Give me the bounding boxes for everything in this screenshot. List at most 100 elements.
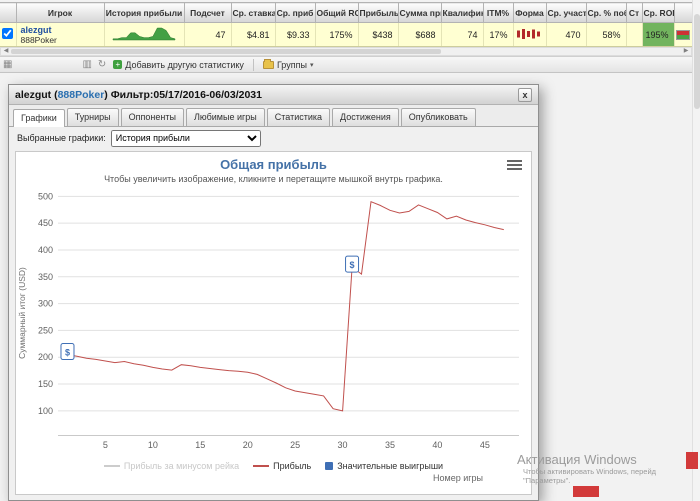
row-checkbox[interactable] bbox=[2, 28, 14, 39]
line-symbol-icon bbox=[253, 465, 270, 467]
col-count[interactable]: Подсчет bbox=[184, 2, 232, 23]
groups-button[interactable]: Группы ▾ bbox=[259, 57, 318, 72]
chevron-down-icon: ▾ bbox=[309, 61, 314, 69]
stats-toolbar: ▦ ▥ ↻ + Добавить другую статистику Групп… bbox=[0, 56, 692, 73]
groups-label: Группы bbox=[276, 59, 307, 70]
dialog-titlebar[interactable]: alezgut (888Poker) Фильтр:05/17/2016-06/… bbox=[9, 85, 538, 105]
col-avg-stake[interactable]: Ср. ставка bbox=[231, 2, 276, 23]
legend-item-profit[interactable]: Прибыль bbox=[253, 461, 311, 471]
avg-entrants-cell: 470 bbox=[546, 22, 587, 47]
avg-stake-cell: $4.81 bbox=[231, 22, 276, 47]
profit-line-chart[interactable]: 100 150 200 250 300 350 400 450 500 5 10 15 20 25 30 35… bbox=[16, 187, 531, 459]
tab-charts[interactable]: Графики bbox=[13, 109, 65, 127]
count-cell: 47 bbox=[184, 22, 232, 47]
line-symbol-icon bbox=[103, 465, 120, 467]
svg-text:100: 100 bbox=[38, 406, 53, 416]
add-statistic-button[interactable]: + Добавить другую статистику bbox=[109, 57, 248, 72]
tab-favorite-games[interactable]: Любимые игры bbox=[185, 108, 265, 126]
player-detail-dialog: alezgut (888Poker) Фильтр:05/17/2016-06/… bbox=[8, 84, 539, 501]
chart-container: Общая прибыль Чтобы увеличить изображени… bbox=[15, 151, 532, 495]
col-avg-entrants[interactable]: Ср. участ bbox=[546, 2, 587, 23]
graph-controls: Выбранные графики: История прибыли bbox=[9, 127, 538, 149]
player-stats-table: Игрок История прибыли Подсчет Ср. ставка… bbox=[0, 2, 693, 47]
chart-menu-icon[interactable] bbox=[507, 160, 522, 172]
col-total-roi[interactable]: Общий ROI bbox=[315, 2, 359, 23]
col-st[interactable]: Ст bbox=[626, 2, 643, 23]
col-profit[interactable]: Прибыль bbox=[358, 2, 399, 23]
legend-item-rake[interactable]: Прибыль за минусом рейка bbox=[103, 461, 239, 471]
avg-roi-cell: 195% bbox=[642, 22, 675, 47]
tab-tournaments[interactable]: Турниры bbox=[66, 108, 119, 126]
svg-text:45: 45 bbox=[480, 440, 490, 450]
refresh-icon[interactable]: ↻ bbox=[97, 58, 107, 70]
toolbar-separator bbox=[252, 58, 254, 71]
col-prize-sum[interactable]: Сумма приз bbox=[398, 2, 442, 23]
close-icon[interactable]: x bbox=[518, 87, 532, 102]
profit-history-sparkline bbox=[112, 27, 176, 40]
prize-sum-cell: $688 bbox=[398, 22, 442, 47]
chart-legend: Прибыль за минусом рейка Прибыль Значите… bbox=[16, 461, 531, 471]
svg-text:10: 10 bbox=[148, 440, 158, 450]
col-avg-profit[interactable]: Ср. приб bbox=[275, 2, 316, 23]
add-statistic-label: Добавить другую статистику bbox=[125, 59, 244, 70]
col-country[interactable] bbox=[674, 2, 693, 23]
svg-text:25: 25 bbox=[290, 440, 300, 450]
col-form[interactable]: Форма bbox=[513, 2, 547, 23]
windows-activation-watermark: Активация Windows Чтобы активировать Win… bbox=[517, 452, 657, 485]
chart-subtitle: Чтобы увеличить изображение, кликните и … bbox=[104, 174, 443, 184]
legend-item-big-wins[interactable]: Значительные выигрыши bbox=[325, 461, 443, 471]
svg-text:Суммарный итог (USD): Суммарный итог (USD) bbox=[17, 267, 27, 359]
horizontal-scrollbar[interactable]: ◀ ▶ bbox=[0, 47, 692, 56]
scroll-right-icon[interactable]: ▶ bbox=[683, 48, 689, 54]
svg-text:150: 150 bbox=[38, 379, 53, 389]
vertical-scroll-thumb[interactable] bbox=[694, 14, 700, 109]
col-select[interactable] bbox=[0, 2, 17, 23]
horizontal-scroll-thumb[interactable] bbox=[11, 49, 441, 54]
col-avg-roi[interactable]: Ср. ROI bbox=[642, 2, 675, 23]
table-row[interactable]: alezgut 888Poker 47 $4.81 $9.33 175% $43… bbox=[0, 22, 693, 47]
dialog-title: alezgut (888Poker) Фильтр:05/17/2016-06/… bbox=[15, 88, 262, 101]
profit-cell: $438 bbox=[358, 22, 399, 47]
tab-opponents[interactable]: Оппоненты bbox=[120, 108, 184, 126]
svg-text:$: $ bbox=[65, 348, 70, 358]
avg-win-pct-cell: 58% bbox=[586, 22, 627, 47]
avg-profit-cell: $9.33 bbox=[275, 22, 316, 47]
player-site: 888Poker bbox=[20, 34, 57, 45]
dialog-tabbar: Графики Турниры Оппоненты Любимые игры С… bbox=[9, 105, 538, 127]
svg-text:35: 35 bbox=[385, 440, 395, 450]
chart-title: Общая прибыль bbox=[220, 157, 327, 172]
tab-achievements[interactable]: Достижения bbox=[332, 108, 399, 126]
total-roi-cell: 175% bbox=[315, 22, 359, 47]
tab-statistics[interactable]: Статистика bbox=[266, 108, 331, 126]
col-avg-win-pct[interactable]: Ср. % побе bbox=[586, 2, 627, 23]
tab-publish[interactable]: Опубликовать bbox=[400, 108, 476, 126]
svg-text:$: $ bbox=[350, 260, 355, 270]
svg-text:200: 200 bbox=[38, 352, 53, 362]
table-header-row: Игрок История прибыли Подсчет Ср. ставка… bbox=[0, 2, 693, 23]
svg-text:300: 300 bbox=[38, 299, 53, 309]
col-profit-history[interactable]: История прибыли bbox=[104, 2, 185, 23]
scroll-left-icon[interactable]: ◀ bbox=[3, 48, 9, 54]
itm-cell: 17% bbox=[483, 22, 514, 47]
folder-icon bbox=[262, 58, 274, 69]
col-qualify[interactable]: Квалифика bbox=[441, 2, 484, 23]
grid-icon[interactable]: ▦ bbox=[3, 58, 13, 70]
player-name-link[interactable]: alezgut bbox=[20, 24, 52, 35]
square-symbol-icon bbox=[325, 462, 334, 470]
svg-text:400: 400 bbox=[38, 245, 53, 255]
svg-text:250: 250 bbox=[38, 325, 53, 335]
graph-select[interactable]: История прибыли bbox=[110, 129, 261, 147]
selected-graphs-label: Выбранные графики: bbox=[17, 133, 106, 143]
col-itm[interactable]: ITM% bbox=[483, 2, 514, 23]
table-icon[interactable]: ▥ bbox=[82, 58, 92, 70]
svg-text:450: 450 bbox=[38, 218, 53, 228]
red-highlight bbox=[573, 486, 599, 497]
vertical-scrollbar[interactable] bbox=[692, 0, 700, 501]
svg-text:40: 40 bbox=[432, 440, 442, 450]
svg-text:30: 30 bbox=[338, 440, 348, 450]
st-cell bbox=[626, 22, 643, 47]
svg-text:500: 500 bbox=[38, 191, 53, 201]
plus-icon: + bbox=[113, 60, 123, 69]
col-player[interactable]: Игрок bbox=[16, 2, 105, 23]
